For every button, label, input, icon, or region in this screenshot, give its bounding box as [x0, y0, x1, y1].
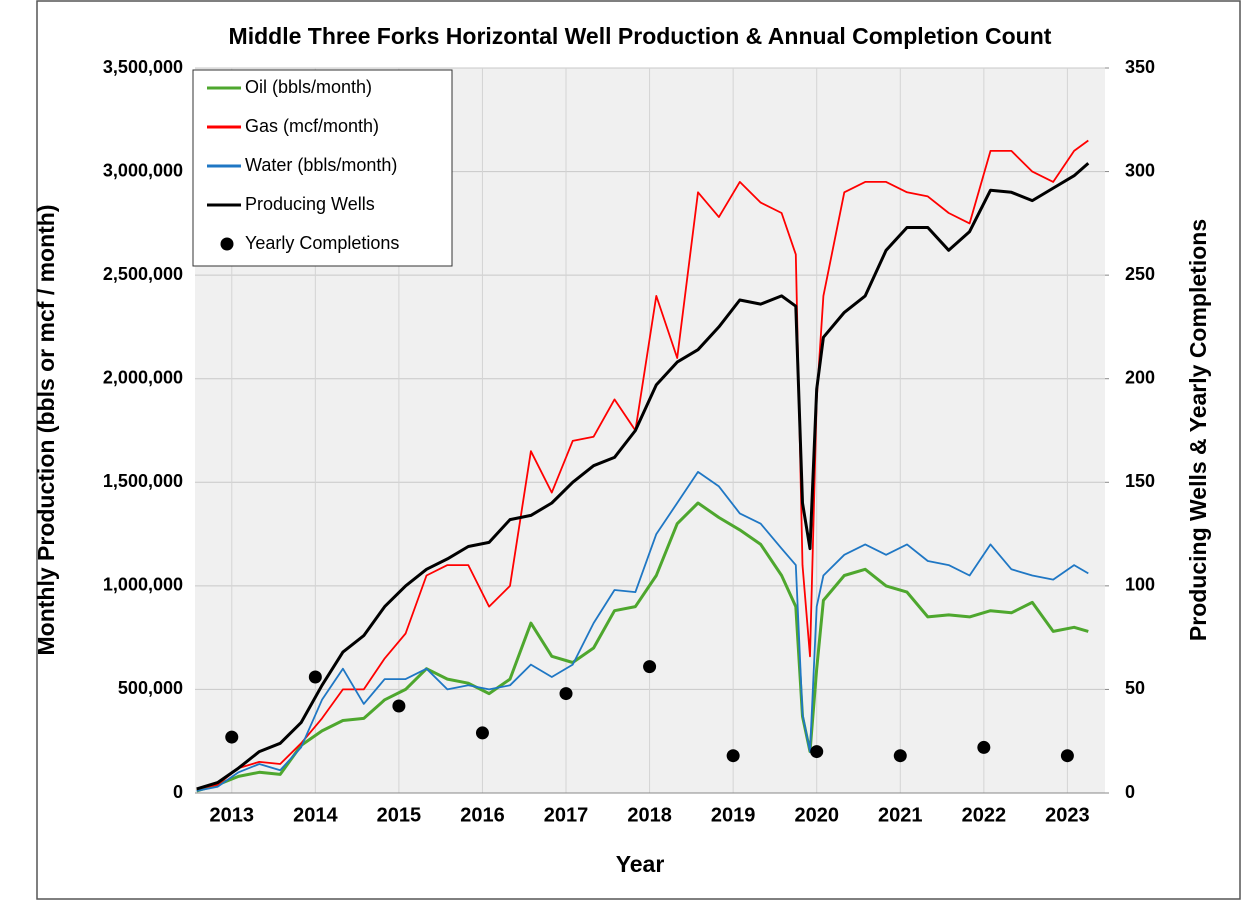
y-tick-label: 2,500,000: [103, 264, 183, 284]
x-tick-label: 2018: [627, 804, 672, 826]
x-tick-label: 2013: [210, 804, 255, 826]
y-tick-label: 1,500,000: [103, 471, 183, 491]
x-tick-label: 2020: [794, 804, 839, 826]
y-axis-label: Monthly Production (bbls or mcf / month): [33, 204, 59, 655]
x-tick-label: 2019: [711, 804, 756, 826]
y2-tick-label: 350: [1125, 57, 1155, 77]
y-tick-label: 3,000,000: [103, 160, 183, 180]
y2-tick-label: 100: [1125, 575, 1155, 595]
y2-tick-label: 0: [1125, 782, 1135, 802]
completion-dot: [1060, 749, 1074, 763]
completion-dot: [893, 749, 907, 763]
chart-title: Middle Three Forks Horizontal Well Produ…: [229, 23, 1052, 49]
x-tick-label: 2017: [544, 804, 589, 826]
legend-label: Water (bbls/month): [245, 155, 397, 175]
completion-dot: [726, 749, 740, 763]
y2-tick-label: 250: [1125, 264, 1155, 284]
x-tick-label: 2015: [377, 804, 422, 826]
y-tick-label: 1,000,000: [103, 575, 183, 595]
completion-dot: [977, 740, 991, 754]
completion-dot: [475, 726, 489, 740]
y-tick-label: 500,000: [118, 678, 183, 698]
x-tick-label: 2016: [460, 804, 505, 826]
y-tick-label: 3,500,000: [103, 57, 183, 77]
y2-tick-label: 150: [1125, 471, 1155, 491]
x-tick-label: 2021: [878, 804, 923, 826]
completion-dot: [810, 745, 824, 759]
x-tick-label: 2014: [293, 804, 338, 826]
y2-tick-label: 200: [1125, 367, 1155, 387]
completion-dot: [308, 670, 322, 684]
completion-dot: [643, 660, 657, 674]
legend-label: Producing Wells: [245, 194, 375, 214]
legend-box: [192, 69, 453, 267]
y-tick-label: 0: [173, 782, 183, 802]
y2-tick-label: 50: [1125, 678, 1145, 698]
legend-label: Yearly Completions: [245, 233, 399, 253]
y-tick-label: 2,000,000: [103, 367, 183, 387]
legend-label: Gas (mcf/month): [245, 116, 379, 136]
completion-dot: [225, 730, 239, 744]
completion-dot: [559, 687, 573, 701]
series-line: [196, 162, 1090, 791]
legend-marker: [220, 237, 234, 251]
x-tick-label: 2022: [962, 804, 1007, 826]
legend-label: Oil (bbls/month): [245, 77, 372, 97]
series-line: [196, 139, 1089, 790]
y2-axis-label: Producing Wells & Yearly Completions: [1185, 219, 1211, 641]
x-axis-label: Year: [616, 851, 665, 877]
completion-dot: [392, 699, 406, 713]
x-tick-label: 2023: [1045, 804, 1090, 826]
series-line: [196, 501, 1089, 793]
series-line: [196, 471, 1089, 792]
y2-tick-label: 300: [1125, 160, 1155, 180]
